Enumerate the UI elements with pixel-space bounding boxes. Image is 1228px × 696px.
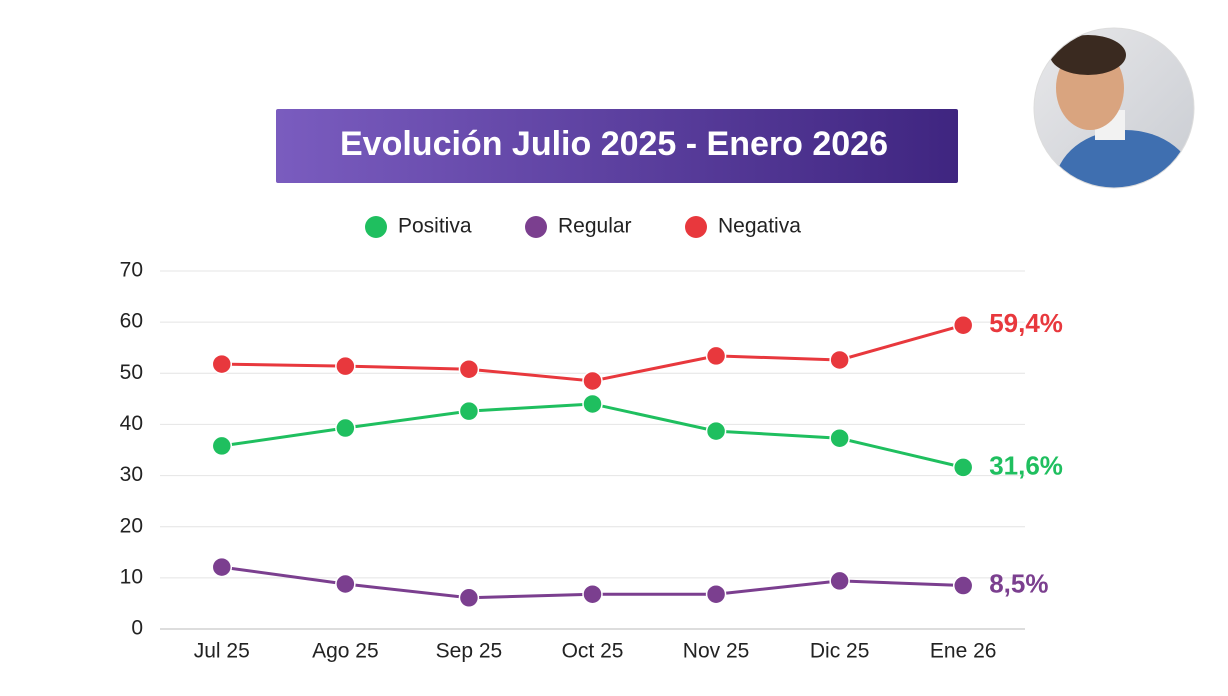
data-point <box>582 583 603 605</box>
data-point <box>952 457 974 478</box>
legend-label: Regular <box>558 215 632 238</box>
y-tick-label: 20 <box>120 514 143 537</box>
data-point <box>458 587 480 609</box>
portrait-border <box>1033 27 1195 189</box>
legend-swatch <box>365 216 387 238</box>
data-point <box>335 573 356 595</box>
y-tick-label: 0 <box>131 617 143 640</box>
x-tick-label: Nov 25 <box>683 640 750 663</box>
data-point <box>952 575 974 596</box>
value-label: 8,5% <box>989 568 1048 598</box>
x-tick-label: Dic 25 <box>810 640 870 663</box>
data-point <box>705 420 727 442</box>
data-point <box>211 353 233 375</box>
data-point <box>582 370 603 392</box>
x-tick-label: Oct 25 <box>562 640 624 663</box>
legend-label: Negativa <box>718 215 801 238</box>
data-point <box>952 314 974 336</box>
data-point <box>335 417 356 439</box>
value-label: 31,6% <box>989 450 1063 480</box>
y-tick-label: 60 <box>120 310 143 333</box>
data-point <box>335 355 356 377</box>
data-point <box>705 345 727 367</box>
data-point <box>211 556 233 578</box>
data-point <box>829 349 850 371</box>
x-tick-label: Ago 25 <box>312 640 379 663</box>
y-tick-label: 10 <box>120 565 143 588</box>
y-tick-label: 40 <box>120 412 143 435</box>
data-point <box>582 393 603 415</box>
x-tick-label: Jul 25 <box>194 640 250 663</box>
data-point <box>211 435 233 457</box>
legend-swatch <box>525 216 547 238</box>
legend-label: Positiva <box>398 215 472 238</box>
y-tick-label: 70 <box>120 259 143 282</box>
x-tick-label: Sep 25 <box>436 640 503 663</box>
y-tick-label: 30 <box>120 463 143 486</box>
title-box <box>276 109 958 183</box>
data-point <box>458 400 480 422</box>
x-tick-label: Ene 26 <box>930 640 997 663</box>
portrait <box>1034 28 1194 188</box>
legend-swatch <box>685 216 707 238</box>
data-point <box>829 427 850 449</box>
data-point <box>829 570 850 592</box>
chart-title: Evolución Julio 2025 - Enero 2026 <box>340 125 888 163</box>
value-label: 59,4% <box>989 308 1063 338</box>
data-point <box>705 583 727 605</box>
data-point <box>458 358 480 380</box>
y-tick-label: 50 <box>120 361 143 384</box>
